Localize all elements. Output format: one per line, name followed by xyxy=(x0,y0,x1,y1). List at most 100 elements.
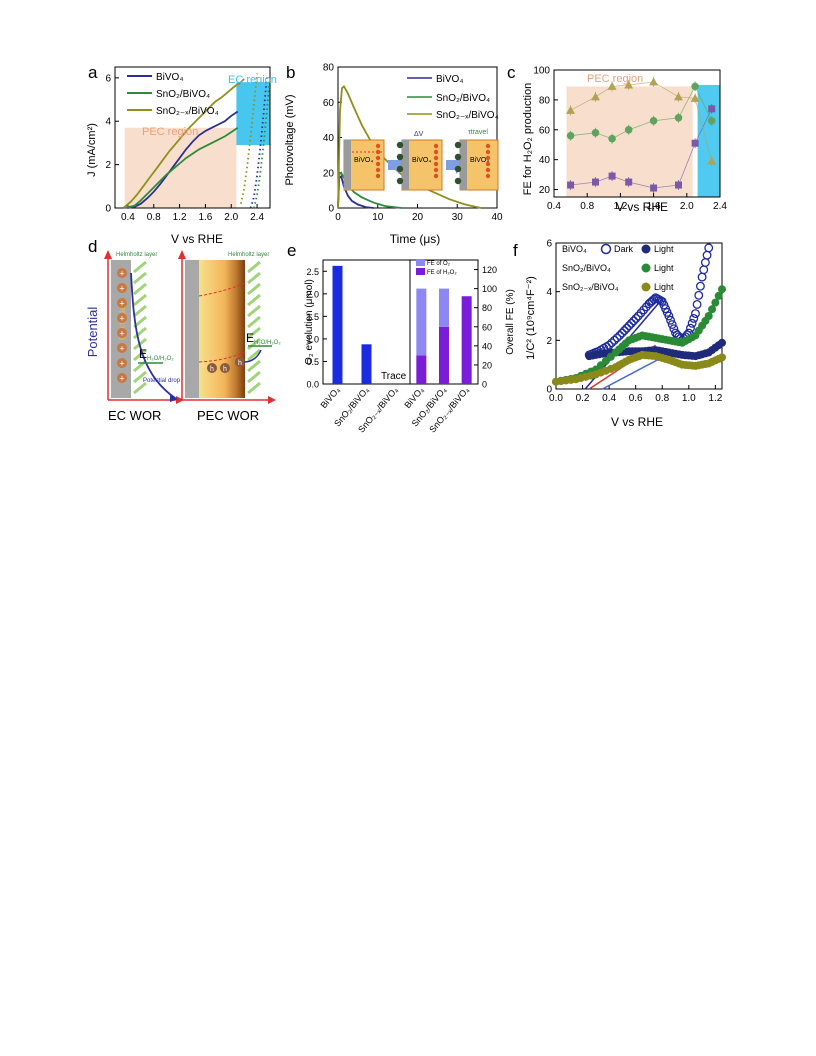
panel-b-inset: BiVO₄ BiVO₄ ΔV BiVO₄ τtravel xyxy=(343,129,499,191)
panel-a-legend: BiVO₄ SnO₂/BiVO₄ SnO₂₋ₓ/BiVO₄ xyxy=(127,72,219,117)
x-tick-label: 30 xyxy=(452,212,464,223)
positive-charge xyxy=(117,358,127,368)
legend-f-sno2x: SnO₂₋ₓ/BiVO₄ xyxy=(562,282,619,292)
x-tick-label: 1.2 xyxy=(173,212,187,223)
ec-potential-arrow xyxy=(170,394,178,402)
panel-b-legend: BiVO₄ SnO₂/BiVO₄ SnO₂₋ₓ/BiVO₄ xyxy=(407,74,499,121)
hole-2-label: h xyxy=(223,366,227,373)
point-open xyxy=(607,338,617,348)
ec-caption: EC WOR xyxy=(108,408,161,423)
inset-hole xyxy=(433,155,439,161)
x-tick-label: 0.8 xyxy=(147,212,161,223)
positive-sign: + xyxy=(119,374,124,384)
helmholtz-hatch xyxy=(133,271,147,285)
helmholtz-hatch xyxy=(133,282,147,296)
panel-a-xlabel: V vs RHE xyxy=(171,232,223,246)
series-line xyxy=(126,110,239,209)
inset-hole xyxy=(375,173,381,179)
x-tick-label: 2.4 xyxy=(713,201,727,212)
pec-e-label: E xyxy=(246,331,254,345)
helmholtz-hatch xyxy=(133,370,147,384)
point-open xyxy=(619,326,629,336)
ec-x-axis-arrow xyxy=(176,396,184,404)
inset-electron xyxy=(454,141,462,149)
point-open xyxy=(631,313,641,323)
x-tick-label: 0.4 xyxy=(121,212,135,223)
potential-axis-arrow xyxy=(104,250,112,259)
inset-hole xyxy=(485,173,491,179)
point-square xyxy=(592,178,599,186)
helmholtz-hatch xyxy=(247,381,261,395)
y-tick-label: 0.0 xyxy=(306,380,319,390)
inset-electron xyxy=(396,141,404,149)
y-tick-label: 1.5 xyxy=(306,312,319,322)
legend-f-light-marker-1 xyxy=(641,244,651,254)
point-square xyxy=(625,178,633,186)
inset-label-3: BiVO₄ xyxy=(470,157,489,164)
y-tick-label: 2.0 xyxy=(306,289,319,299)
panel-e-legend: FE of O₂ FE of H₂O₂ xyxy=(416,259,457,276)
positive-sign: + xyxy=(119,269,124,279)
helmholtz-hatch xyxy=(247,315,261,329)
point-triangle xyxy=(591,92,600,101)
y-tick-label: 100 xyxy=(482,284,497,294)
pec-caption: PEC WOR xyxy=(197,408,259,423)
inset-label-2: BiVO₄ xyxy=(412,157,431,164)
inset-hole xyxy=(375,143,381,149)
positive-charge xyxy=(117,283,127,293)
legend-f-light-marker-3 xyxy=(641,282,651,292)
helmholtz-hatch xyxy=(247,359,261,373)
legend-label-sno2: SnO₂/BiVO₄ xyxy=(436,93,490,104)
pec-x-axis-arrow xyxy=(268,396,276,404)
y-tick-label: 4 xyxy=(546,287,552,298)
legend-f-light-label-2: Light xyxy=(654,263,674,273)
bar-fe xyxy=(461,296,472,384)
y-tick-label: 0 xyxy=(328,204,334,215)
pec-e-sub: H₂O/H₂O₂ xyxy=(254,340,281,346)
panel-f: f 0.0 0.2 0.4 0.6 0.8 1.0 1.2 0 2 4 6 BiVO₄ Dark L… xyxy=(513,239,726,429)
point-filled xyxy=(704,312,713,320)
point-open xyxy=(704,243,714,253)
fit-line xyxy=(602,356,663,390)
inset-electron xyxy=(396,153,404,161)
helmholtz-hatch xyxy=(247,260,261,274)
inset-hole xyxy=(375,161,381,167)
panel-a-pec-label: PEC region xyxy=(142,126,198,138)
helmholtz-hatch xyxy=(247,337,261,351)
inset-electron xyxy=(454,177,462,185)
legend-label-sno2x: SnO₂₋ₓ/BiVO₄ xyxy=(436,110,499,121)
series-line xyxy=(122,78,245,209)
panel-a-ylabel: J (mA/cm²) xyxy=(86,123,98,177)
inset-substrate-2 xyxy=(402,140,409,190)
point-open xyxy=(694,290,704,300)
point-circle xyxy=(566,131,575,140)
pec-substrate xyxy=(185,260,199,398)
point-triangle xyxy=(624,80,634,89)
legend-label-fe-o2: FE of O₂ xyxy=(427,261,451,267)
x-tick-label: 0.4 xyxy=(547,201,561,212)
panel-e-letter: e xyxy=(287,241,296,260)
legend-f-light-label-3: Light xyxy=(654,282,674,292)
point-open xyxy=(609,335,619,345)
x-tick-label: 10 xyxy=(372,212,384,223)
positive-charge xyxy=(117,373,127,383)
helmholtz-hatch xyxy=(133,326,147,340)
positive-sign: + xyxy=(119,299,124,309)
inset-hole xyxy=(433,173,439,179)
x-tick-label: 1.0 xyxy=(682,393,696,404)
inset-hole xyxy=(375,155,381,161)
bar-o2 xyxy=(361,344,372,384)
legend-f-dark-marker xyxy=(600,243,612,255)
inset-electron xyxy=(454,165,462,173)
y-tick-label: 2 xyxy=(105,160,111,171)
panel-e-ylabel-left: O₂ evolution (μmol) xyxy=(304,279,315,365)
hole-1 xyxy=(207,363,217,373)
point-circle xyxy=(649,117,658,125)
y-tick-label: 80 xyxy=(539,95,551,106)
point-open xyxy=(692,299,702,309)
inset-hole xyxy=(485,167,491,173)
positive-charge xyxy=(117,298,127,308)
y-tick-label: 40 xyxy=(482,341,492,351)
y-tick-label: 6 xyxy=(546,239,552,250)
x-tick-label: 1.2 xyxy=(708,393,722,404)
